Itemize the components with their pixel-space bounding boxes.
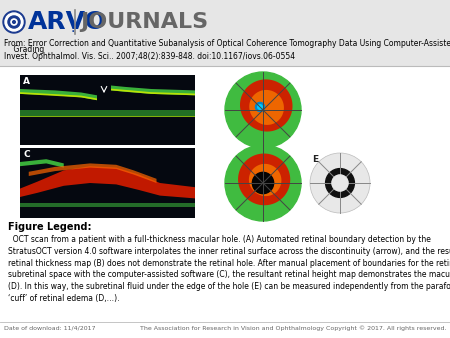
Text: From: Error Correction and Quantitative Subanalysis of Optical Coherence Tomogra: From: Error Correction and Quantitative … xyxy=(4,39,450,48)
Polygon shape xyxy=(20,202,195,207)
Polygon shape xyxy=(249,164,281,196)
Circle shape xyxy=(326,169,355,197)
Polygon shape xyxy=(20,166,195,198)
Polygon shape xyxy=(249,90,284,125)
Circle shape xyxy=(310,153,370,213)
Text: C: C xyxy=(23,150,30,159)
Circle shape xyxy=(13,21,15,23)
Polygon shape xyxy=(20,116,195,117)
Text: .: . xyxy=(70,21,74,35)
Text: Grading: Grading xyxy=(4,45,44,54)
Circle shape xyxy=(225,145,301,221)
FancyBboxPatch shape xyxy=(0,0,450,66)
Text: The Association for Research in Vision and Ophthalmology Copyright © 2017. All r: The Association for Research in Vision a… xyxy=(140,325,446,331)
Text: Date of download: 11/4/2017: Date of download: 11/4/2017 xyxy=(4,325,95,330)
FancyBboxPatch shape xyxy=(20,148,195,218)
Circle shape xyxy=(258,105,262,109)
Text: E: E xyxy=(312,155,318,164)
Circle shape xyxy=(332,175,348,191)
Text: JOURNALS: JOURNALS xyxy=(80,12,208,32)
Text: D: D xyxy=(227,147,234,156)
Polygon shape xyxy=(111,89,195,95)
Polygon shape xyxy=(29,163,157,183)
Text: ARVO: ARVO xyxy=(28,10,107,34)
Text: B: B xyxy=(227,74,234,83)
Text: Invest. Ophthalmol. Vis. Sci.. 2007;48(2):839-848. doi:10.1167/iovs.06-0554: Invest. Ophthalmol. Vis. Sci.. 2007;48(2… xyxy=(4,52,295,61)
Circle shape xyxy=(3,11,25,33)
Text: Figure Legend:: Figure Legend: xyxy=(8,222,91,232)
Circle shape xyxy=(225,72,301,148)
Circle shape xyxy=(252,172,274,194)
Polygon shape xyxy=(111,86,195,95)
FancyBboxPatch shape xyxy=(20,75,195,145)
Circle shape xyxy=(11,19,17,25)
Circle shape xyxy=(5,13,23,31)
Text: A: A xyxy=(23,77,30,86)
FancyBboxPatch shape xyxy=(0,66,450,338)
Polygon shape xyxy=(20,92,97,100)
Polygon shape xyxy=(20,89,97,100)
Polygon shape xyxy=(20,159,64,168)
Polygon shape xyxy=(238,153,290,205)
Circle shape xyxy=(8,16,20,28)
Polygon shape xyxy=(240,79,292,131)
Text: OCT scan from a patient with a full-thickness macular hole. (A) Automated retina: OCT scan from a patient with a full-thic… xyxy=(8,235,450,303)
Circle shape xyxy=(256,102,265,112)
Polygon shape xyxy=(20,110,195,117)
